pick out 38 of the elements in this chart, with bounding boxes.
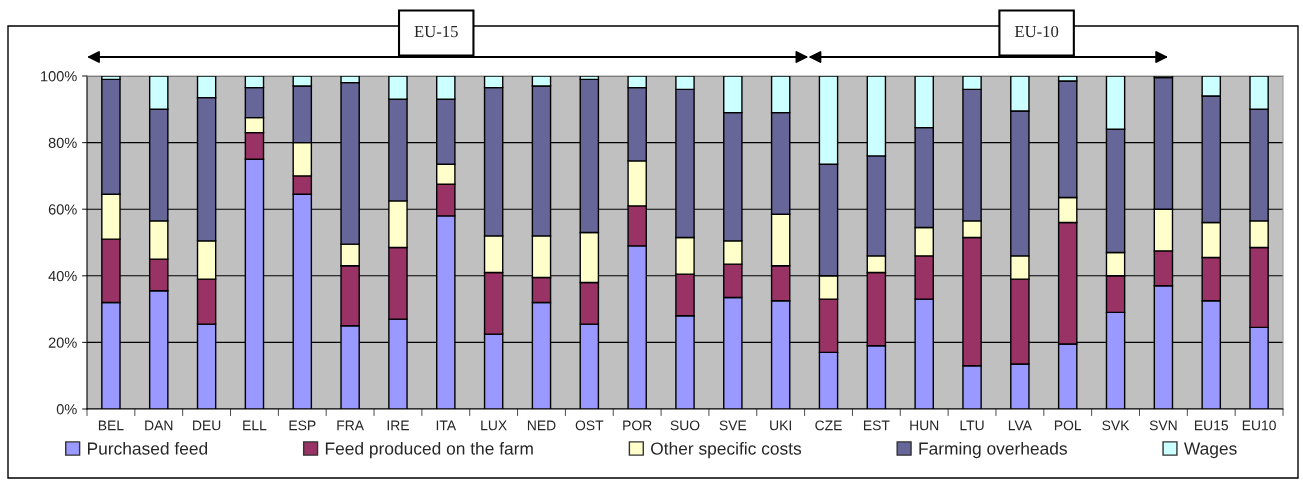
x-tick-label: LVA [1008,420,1032,431]
y-tick-label: 100% [41,71,77,82]
legend-label: Purchased feed [87,441,208,455]
legend-label: Feed produced on the farm [325,441,533,459]
text: EU-15 [414,26,458,38]
x-tick-label: LTU [960,420,984,431]
legend-label: Other specific costs [651,441,802,459]
x-tick-label: SVN [1149,420,1177,431]
y-tick-label: 60% [48,204,77,215]
legend-label: Wages [1183,442,1237,459]
x-tick-label: HUN [910,420,939,431]
x-tick-label: EU10 [1242,420,1276,431]
x-tick-label: NED [527,420,556,431]
x-tick-label: OST [575,420,604,431]
x-tick-label: BEL [98,420,124,431]
x-tick-label: LUX [481,420,507,431]
x-tick-label: SVE [719,420,747,431]
legend-label: Farming overheads [919,441,1067,459]
x-tick-label: EST [863,420,890,431]
text: EU-10 [1014,25,1059,38]
x-tick-label: SVK [1102,420,1130,431]
x-tick-label: DEU [193,420,221,431]
x-tick-label: ELL [243,420,267,431]
x-tick-label: FRA [337,420,364,431]
x-tick-label: EU15 [1195,420,1229,431]
y-tick-label: 40% [48,270,77,282]
x-tick-label: ESP [289,420,316,431]
x-tick-label: UKI [770,420,791,431]
x-tick-label: POR [623,420,652,431]
x-tick-label: CZE [815,420,842,431]
x-tick-label: SUO [670,420,700,431]
x-tick-label: POL [1054,420,1082,431]
y-tick-label: 0% [56,404,77,415]
x-tick-label: ITA [436,420,457,431]
y-tick-label: 20% [48,337,77,348]
x-tick-label: DAN [145,420,173,431]
x-tick-label: IRE [387,420,409,431]
y-tick-label: 80% [48,137,77,149]
